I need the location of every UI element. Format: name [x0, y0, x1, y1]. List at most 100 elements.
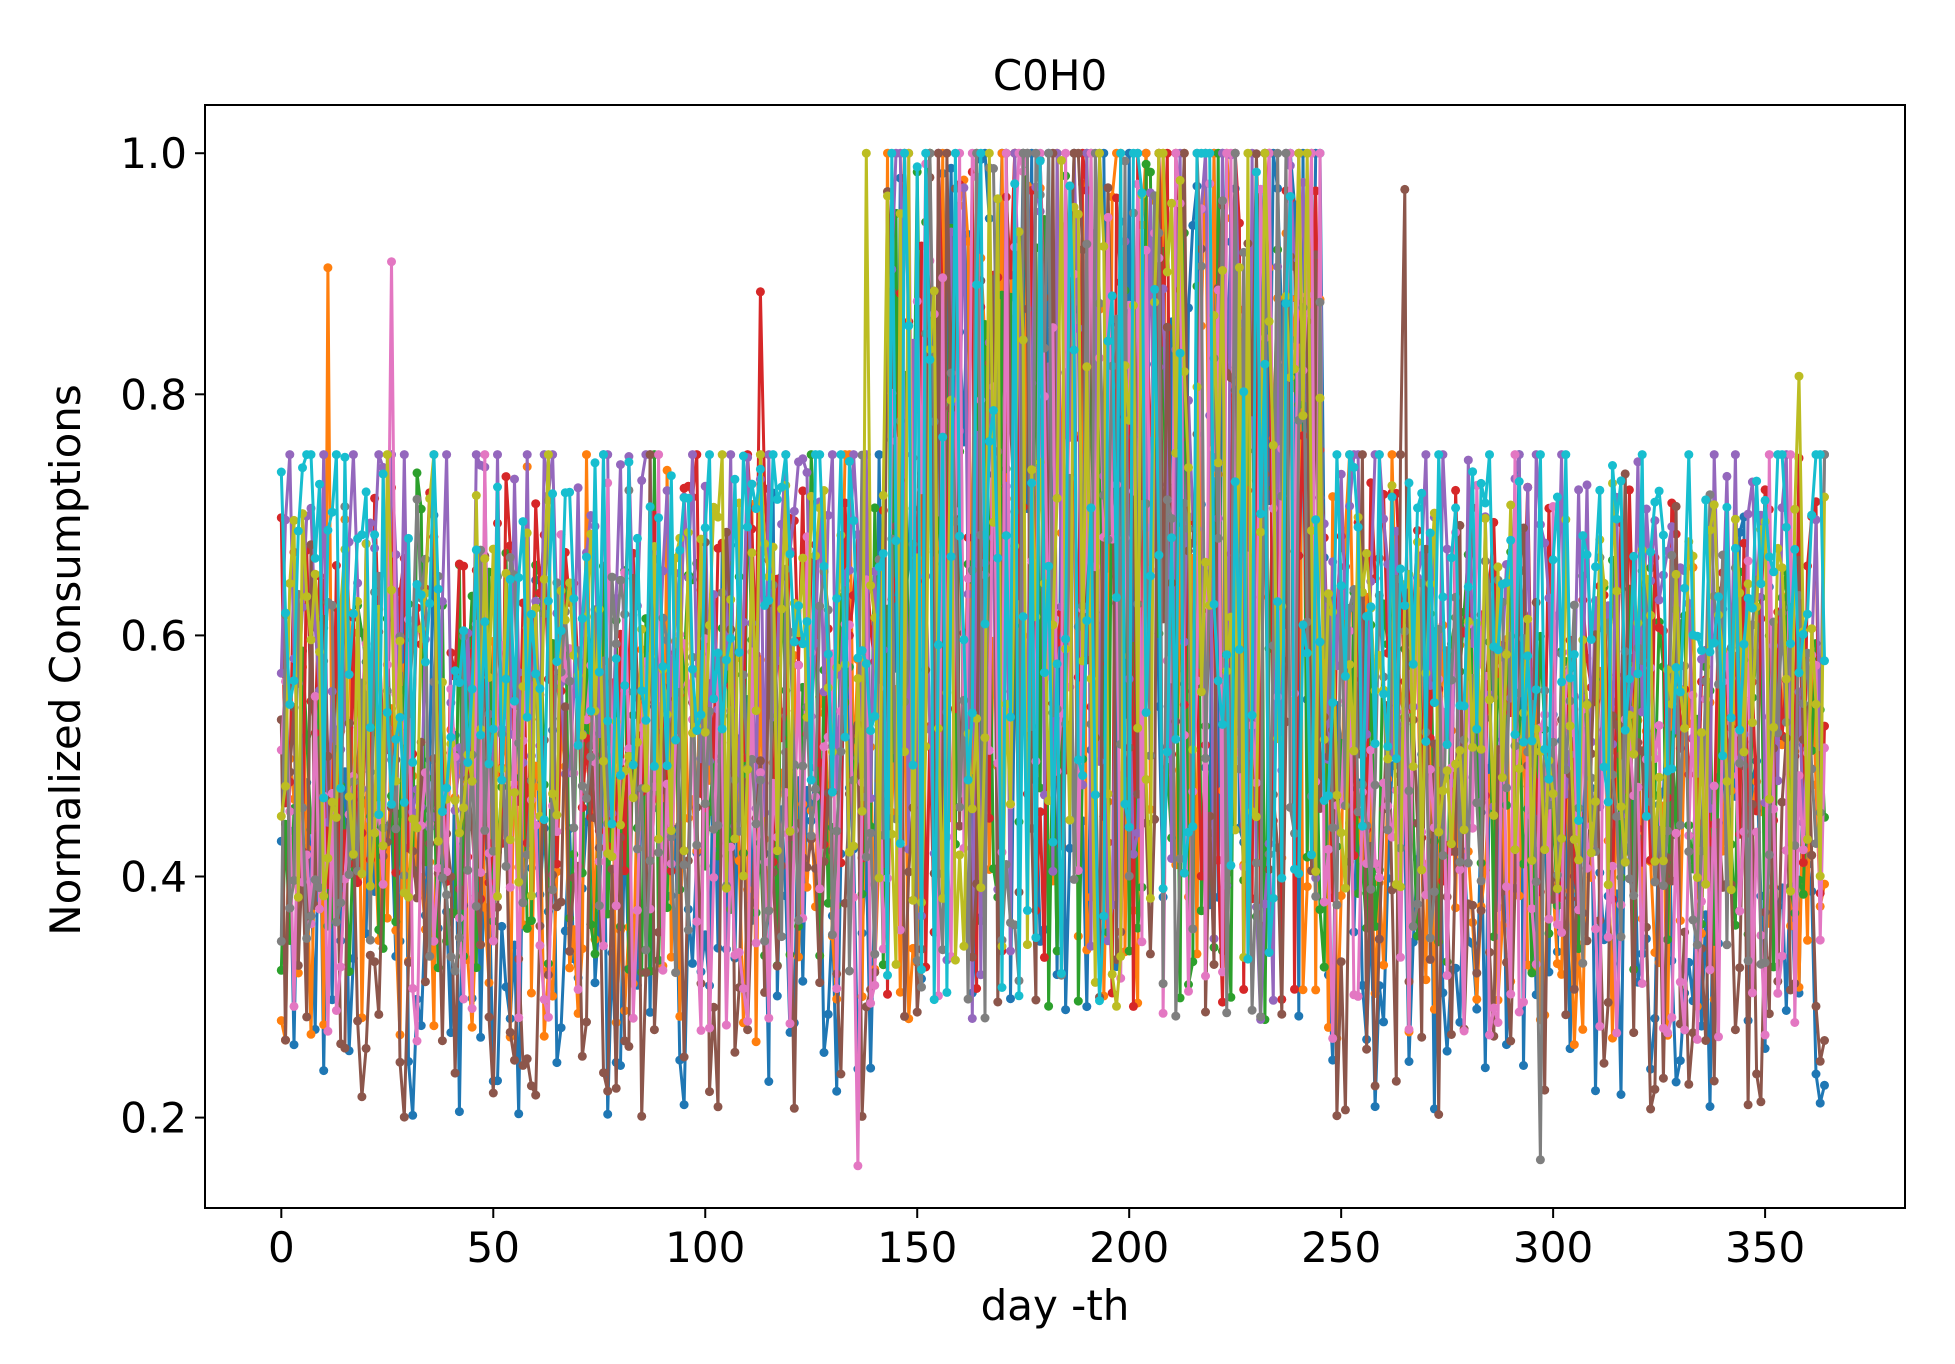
series-point [374, 450, 384, 460]
series-point [1616, 932, 1626, 942]
series-point [1044, 148, 1054, 158]
series-point [1082, 616, 1092, 626]
series-point [1786, 886, 1795, 896]
series-point [772, 961, 782, 971]
series-point [967, 708, 977, 718]
series-point [1383, 741, 1393, 751]
series-point [289, 1040, 299, 1050]
series-point [1438, 850, 1448, 860]
series-point [1777, 797, 1787, 807]
series-point [412, 1036, 422, 1046]
series-layer [276, 148, 1829, 1171]
series-point [781, 450, 791, 460]
series-point [327, 600, 337, 610]
series-point [1048, 866, 1058, 876]
series-point [1451, 503, 1461, 513]
series-point [1654, 486, 1664, 496]
series-point [1273, 148, 1283, 158]
series-point [1485, 450, 1494, 460]
series-point [1362, 1044, 1372, 1054]
series-point [1366, 884, 1376, 894]
series-point [607, 852, 617, 862]
series-point [1162, 322, 1172, 332]
series-point [1137, 937, 1147, 947]
series-point [603, 716, 613, 726]
series-point [1158, 979, 1168, 989]
series-point [1370, 1081, 1380, 1091]
series-point [1107, 291, 1117, 301]
series-point [1239, 984, 1249, 994]
series-point [1586, 634, 1596, 644]
series-point [552, 1058, 562, 1068]
series-point [1001, 148, 1011, 158]
series-point [1463, 858, 1473, 868]
series-point [802, 617, 812, 627]
series-point [573, 984, 583, 994]
series-point [1582, 550, 1592, 560]
series-point [1552, 959, 1562, 969]
series-point [1213, 533, 1223, 543]
series-point [387, 257, 396, 267]
series-point [493, 1076, 502, 1086]
series-point [1234, 645, 1244, 654]
series-point [734, 647, 744, 657]
series-point [1603, 932, 1613, 942]
series-point [395, 1057, 405, 1067]
series-point [480, 617, 490, 627]
series-point [1548, 789, 1558, 799]
series-point [501, 861, 511, 871]
series-point [1523, 651, 1533, 661]
series-point [501, 472, 511, 482]
series-point [1251, 812, 1261, 822]
series-point [599, 941, 608, 951]
series-point [1162, 267, 1172, 277]
series-point [823, 1009, 833, 1019]
series-point [1472, 1004, 1482, 1014]
series-point [938, 273, 948, 283]
series-point [437, 873, 447, 883]
series-point [539, 1031, 549, 1041]
series-point [1349, 462, 1359, 472]
series-point [1735, 906, 1745, 916]
series-point [1120, 799, 1130, 809]
series-point [713, 648, 723, 658]
series-point [454, 678, 464, 688]
series-point [1294, 869, 1304, 879]
series-point [1277, 873, 1287, 883]
series-point [289, 515, 299, 525]
series-point [1302, 648, 1312, 658]
series-point [450, 666, 460, 676]
series-point [832, 1086, 842, 1096]
series-point [420, 657, 430, 667]
series-point [734, 947, 744, 957]
series-point [1167, 514, 1177, 523]
series-point [336, 898, 346, 908]
y-tick-label: 0.4 [120, 852, 187, 901]
series-point [1747, 603, 1757, 613]
series-point [1667, 1012, 1677, 1022]
series-point [755, 756, 765, 766]
series-point [666, 471, 676, 481]
series-point [1328, 698, 1338, 708]
series-point [806, 775, 816, 785]
series-point [1629, 1028, 1639, 1038]
series-point [433, 584, 443, 594]
series-point [938, 432, 948, 442]
series-point [972, 280, 982, 290]
series-point [1162, 495, 1172, 505]
series-point [1658, 881, 1668, 890]
series-point [1188, 822, 1198, 832]
series-point [1620, 725, 1630, 735]
series-point [1116, 148, 1126, 158]
series-point [1251, 858, 1261, 868]
series-point [1612, 812, 1622, 822]
series-point [1065, 843, 1075, 853]
series-point [437, 807, 447, 817]
series-point [1480, 498, 1490, 508]
y-axis-title: Normalized Consumptions [41, 384, 90, 936]
series-point [849, 841, 859, 851]
series-point [637, 1111, 647, 1121]
series-point [1658, 1073, 1668, 1083]
series-point [535, 940, 545, 950]
series-point [1425, 933, 1435, 943]
